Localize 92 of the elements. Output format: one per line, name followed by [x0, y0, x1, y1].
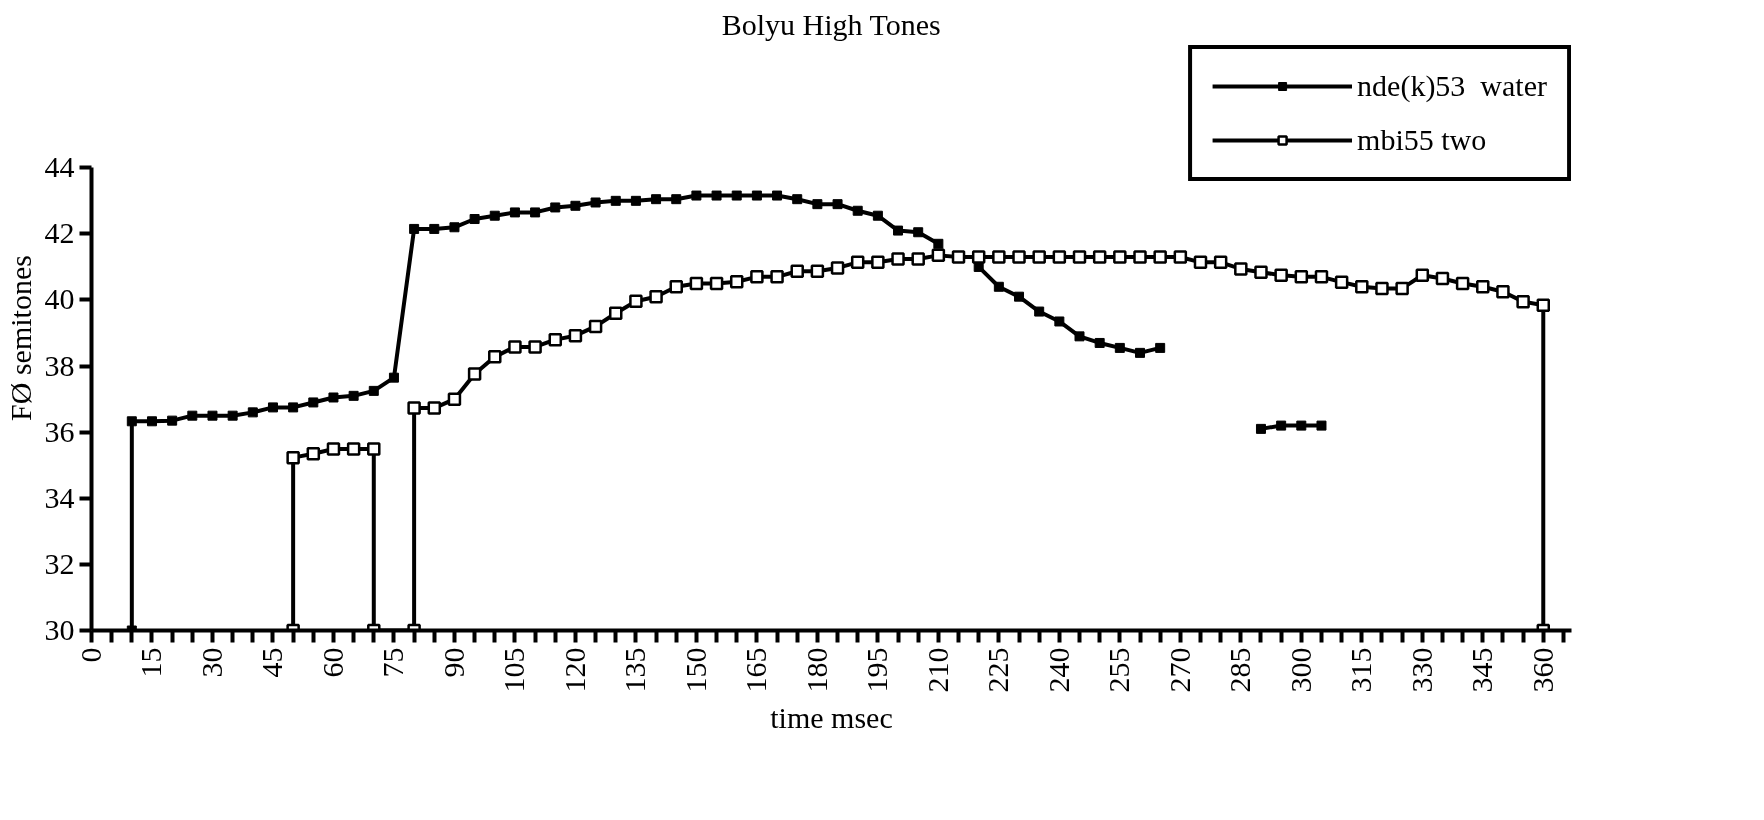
point	[530, 207, 541, 218]
x-tick-label: 330	[1404, 647, 1438, 693]
y-tick-label: 44	[44, 150, 75, 184]
x-tick-label: 345	[1465, 647, 1499, 693]
y-tick-label: 42	[44, 216, 75, 250]
y-axis-title: FØ semitones	[3, 255, 37, 421]
x-tick-label: 240	[1041, 647, 1075, 693]
point	[328, 392, 339, 403]
y-tick-label: 32	[44, 546, 75, 580]
point	[409, 223, 420, 234]
x-tick-label: 300	[1283, 647, 1317, 693]
point	[731, 190, 742, 201]
point	[308, 397, 319, 408]
x-tick-label: 15	[134, 647, 168, 678]
chart-title: Bolyu High Tones	[721, 7, 941, 41]
y-tick-label: 38	[44, 348, 75, 382]
point	[1014, 291, 1025, 302]
point	[1054, 316, 1065, 327]
y-tick-label: 40	[44, 282, 75, 316]
point	[1074, 331, 1085, 342]
point	[368, 385, 379, 396]
x-tick-label: 30	[194, 647, 228, 678]
point	[227, 410, 238, 421]
x-axis-title: time msec	[770, 700, 893, 734]
x-tick-label: 285	[1223, 647, 1257, 693]
y-tick-label: 34	[44, 480, 75, 514]
point	[429, 223, 440, 234]
point	[792, 194, 803, 205]
point	[751, 190, 762, 201]
point	[1155, 342, 1166, 353]
point	[570, 200, 581, 211]
point	[348, 390, 359, 401]
legend-label: nde(k)53 water	[1357, 69, 1547, 103]
point	[207, 410, 218, 421]
point	[711, 190, 722, 201]
point	[1276, 420, 1287, 431]
point	[1296, 420, 1307, 431]
point	[1255, 423, 1266, 434]
point	[933, 238, 944, 249]
x-tick-label: 135	[618, 647, 652, 693]
point	[852, 205, 863, 216]
x-tick-label: 45	[255, 647, 289, 678]
point	[146, 416, 157, 427]
x-tick-label: 210	[920, 647, 954, 693]
x-tick-label: 180	[799, 647, 833, 693]
x-tick-label: 105	[497, 647, 531, 693]
x-tick-label: 0	[74, 647, 107, 663]
point	[388, 372, 399, 383]
point	[267, 402, 278, 413]
x-tick-label: 90	[436, 647, 470, 678]
legend-label: mbi55 two	[1357, 123, 1487, 157]
point	[610, 195, 621, 206]
point	[671, 194, 682, 205]
point	[509, 207, 520, 218]
point	[489, 210, 500, 221]
point	[449, 222, 460, 233]
y-tick-label: 36	[44, 414, 75, 448]
point	[651, 194, 662, 205]
x-tick-label: 75	[376, 647, 410, 678]
point	[590, 197, 601, 208]
point	[1034, 306, 1045, 317]
x-tick-label: 225	[981, 647, 1015, 693]
point	[691, 190, 702, 201]
point	[832, 199, 843, 210]
point	[913, 227, 924, 238]
point	[812, 199, 823, 210]
point	[1135, 347, 1145, 358]
y-tick-label: 30	[44, 613, 75, 646]
x-tick-label: 270	[1162, 647, 1196, 693]
x-tick-label: 315	[1344, 647, 1378, 693]
point	[167, 415, 178, 426]
x-tick-label: 255	[1102, 647, 1136, 693]
point	[993, 281, 1004, 292]
x-tick-label: 195	[860, 647, 894, 693]
point	[772, 190, 783, 201]
point	[126, 416, 137, 427]
point	[187, 410, 198, 421]
x-tick-label: 120	[557, 647, 591, 693]
point	[1316, 420, 1327, 431]
point	[1114, 342, 1125, 353]
point	[872, 210, 883, 221]
point	[1094, 337, 1105, 348]
point	[247, 407, 258, 418]
point	[550, 202, 561, 213]
x-tick-label: 165	[739, 647, 773, 693]
point	[469, 214, 480, 225]
point	[288, 402, 299, 413]
point	[893, 225, 904, 236]
x-tick-label: 60	[315, 647, 349, 678]
x-tick-label: 150	[678, 647, 712, 693]
point	[630, 195, 641, 206]
x-tick-label: 360	[1525, 647, 1559, 693]
